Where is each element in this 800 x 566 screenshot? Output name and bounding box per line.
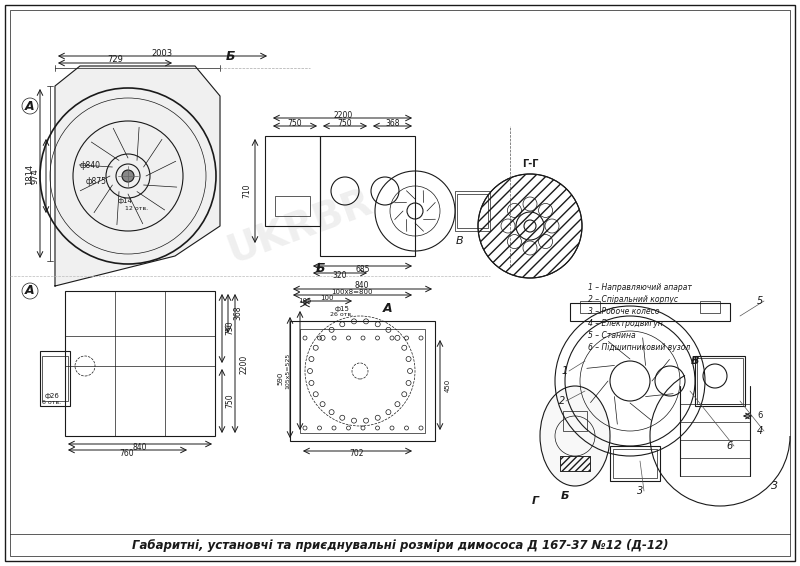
Bar [265,136,320,226]
Bar [697,358,743,404]
Text: Г: Г [531,496,538,506]
Text: 100: 100 [320,295,334,301]
Text: 6: 6 [758,411,762,421]
Circle shape [122,170,134,182]
Text: 320: 320 [333,272,347,281]
Text: ф875: ф875 [86,177,107,186]
Text: 2003: 2003 [151,49,173,58]
Text: В: В [690,356,699,366]
Text: 750: 750 [226,394,234,408]
Text: 2 – Спіральний корпус: 2 – Спіральний корпус [588,295,678,305]
Bar [580,301,600,313]
Text: 6 отв.: 6 отв. [42,400,62,405]
Bar [560,456,590,471]
Polygon shape [55,66,220,286]
Text: 2: 2 [559,396,565,406]
Text: 4: 4 [757,426,763,436]
Text: 100х8=800: 100х8=800 [331,289,373,295]
Text: 840: 840 [133,443,147,452]
Text: 105х5=525: 105х5=525 [286,353,290,389]
Text: 6 – Підшипниковий вузол: 6 – Підшипниковий вузол [588,344,690,353]
Text: 105: 105 [298,298,312,304]
Text: 750: 750 [226,321,234,335]
Text: Б: Б [315,261,325,275]
Bar [455,191,490,231]
Text: ф26: ф26 [45,393,59,399]
Text: А: А [25,285,35,298]
Text: 729: 729 [107,55,123,65]
Text: ф15: ф15 [334,306,350,312]
Bar [300,329,425,433]
Text: 6: 6 [727,441,733,451]
Text: 3: 3 [637,486,643,496]
Text: 3: 3 [771,481,778,491]
Text: 750: 750 [338,118,352,127]
Text: Б: Б [561,491,570,501]
Text: 3 – Робоче колесо: 3 – Робоче колесо [588,307,659,316]
Text: 1814: 1814 [26,164,34,185]
Text: 2200: 2200 [334,110,353,119]
Bar [563,411,587,431]
Bar [610,446,660,481]
Text: 368: 368 [234,306,242,320]
Text: 1: 1 [562,366,568,376]
Text: ф840: ф840 [80,161,101,170]
Bar [290,321,435,441]
Text: 760: 760 [120,448,134,457]
Text: 1 – Направляючий апарат: 1 – Направляючий апарат [588,284,692,293]
Text: ф14: ф14 [118,198,133,204]
Text: Б: Б [226,49,234,62]
Text: UKRBR: UKRBR [222,182,378,270]
Bar [457,194,488,228]
Bar [700,301,720,313]
Text: Габаритні, установчі та приєднувальні розміри димососа Д 167-37 №12 (Д-12): Габаритні, установчі та приєднувальні ро… [132,539,668,552]
Bar [275,196,310,216]
Text: 26 отв.: 26 отв. [330,312,354,318]
Text: 590: 590 [277,371,283,385]
Text: 368: 368 [386,118,400,127]
Bar [42,356,68,401]
Text: 840: 840 [354,281,370,290]
Bar [320,136,415,256]
Text: В: В [456,236,464,246]
Bar [560,456,590,471]
Text: Г-Г: Г-Г [522,159,538,169]
Text: 450: 450 [445,379,451,392]
Text: 5 – Станина: 5 – Станина [588,332,636,341]
Bar [695,356,745,406]
Text: 4 – Електродвигун: 4 – Електродвигун [588,319,663,328]
Bar [613,449,657,478]
Text: 5: 5 [757,296,763,306]
Text: 974: 974 [30,168,39,184]
Ellipse shape [540,386,610,486]
Text: А: А [25,100,35,113]
Text: 2200: 2200 [239,354,249,374]
Bar [570,303,730,321]
Bar [40,351,70,406]
Text: 750: 750 [288,118,302,127]
Text: 702: 702 [350,449,364,458]
Text: 12 отв.: 12 отв. [125,205,148,211]
Text: 710: 710 [242,184,251,198]
Bar [65,291,215,436]
Text: 685: 685 [356,264,370,273]
Text: А: А [383,302,393,315]
